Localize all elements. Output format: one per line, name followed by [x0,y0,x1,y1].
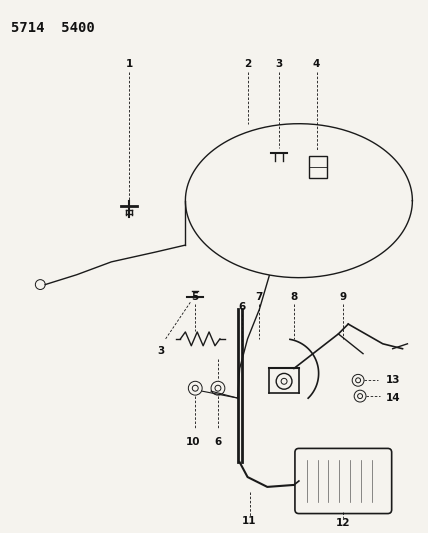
Text: 9: 9 [340,293,347,302]
Bar [309,156,327,178]
Text: 5: 5 [192,293,199,302]
Text: 8: 8 [290,293,297,302]
Text: 2: 2 [244,60,251,69]
Text: 5714  5400: 5714 5400 [11,21,95,35]
Text: 7: 7 [256,293,263,302]
Text: 6: 6 [238,302,245,312]
Text: 1: 1 [125,60,133,69]
Text: 3: 3 [157,346,164,356]
Text: 10: 10 [186,438,201,448]
Text: 14: 14 [385,393,400,403]
Text: 4: 4 [313,60,320,69]
Text: 3: 3 [276,60,283,69]
Text: 6: 6 [214,438,222,448]
Text: 13: 13 [385,375,400,385]
Text: 11: 11 [242,516,257,527]
Text: 12: 12 [336,519,351,528]
